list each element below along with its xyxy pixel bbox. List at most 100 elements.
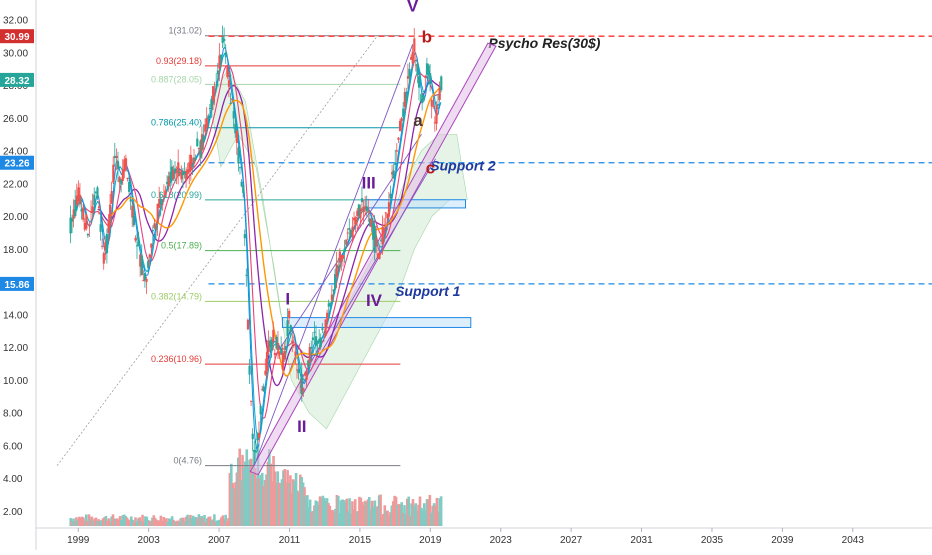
volume-bar [413, 505, 416, 526]
volume-bar [260, 472, 264, 526]
candle-body [207, 115, 210, 120]
candle-body [174, 168, 177, 173]
candle-body [345, 239, 348, 245]
wave-label: III [362, 173, 376, 192]
candle-body [71, 218, 74, 222]
candle-body [107, 220, 110, 234]
candle-body [438, 87, 441, 100]
volume-bar [165, 518, 168, 526]
candle-body [205, 117, 208, 128]
volume-bar [366, 499, 370, 526]
volume-bar [241, 454, 244, 526]
volume-bar [252, 449, 256, 526]
volume-bar [234, 482, 237, 526]
fib-level-label: 0.786(25.40) [151, 118, 202, 128]
candle-body [414, 64, 418, 66]
candle-body [269, 340, 272, 348]
candle-body [398, 120, 402, 132]
candle-body [402, 108, 405, 117]
candle-body [349, 229, 353, 236]
candle-body [210, 98, 213, 108]
level-label: Support 1 [395, 283, 461, 299]
volume-bar [427, 499, 430, 526]
volume-bar [127, 519, 130, 526]
volume-bar [151, 517, 154, 526]
price-tag-box [0, 155, 34, 170]
x-tick-label: 2011 [279, 535, 301, 546]
candle-body [110, 191, 113, 204]
volume-bar [201, 517, 205, 526]
price-tag-box [0, 29, 34, 44]
candle-body [416, 63, 419, 76]
volume-bar [69, 518, 73, 526]
volume-bar [303, 487, 306, 526]
candle-body [440, 76, 443, 91]
volume-bar [417, 504, 420, 526]
candle-body [94, 191, 97, 193]
candle-body [346, 232, 349, 234]
volume-bar [263, 480, 267, 526]
candle-body [240, 181, 243, 187]
volume-bar [341, 499, 344, 526]
volume-bar [73, 521, 77, 526]
volume-bar [370, 500, 374, 526]
y-tick-label: 8.00 [3, 409, 23, 420]
candle-body [330, 294, 334, 301]
candle-body [82, 207, 85, 220]
candle-body [156, 203, 159, 223]
volume-bar [135, 521, 139, 526]
volume-bar [211, 519, 215, 526]
volume-bar [218, 519, 222, 526]
price-tags: 30.99 28.32 23.26 15.86 [0, 29, 34, 291]
fibonacci-retracement: 1(31.02) 0.93(29.18) 0.887(28.05) 0.786(25.… [56, 26, 401, 467]
zone-box [364, 199, 467, 209]
volume-bar [384, 510, 388, 526]
volume-bar [196, 518, 199, 526]
volume-bar [387, 515, 391, 526]
candle-body [403, 92, 406, 107]
volume-bar [237, 457, 240, 526]
candle-body [391, 172, 394, 175]
volume-bar [215, 520, 219, 526]
price-tag-box [0, 72, 34, 87]
volume-bar [124, 516, 127, 526]
candle-body [337, 265, 340, 269]
volume-bar [200, 515, 204, 526]
candle-body [128, 181, 131, 192]
volume-bar [328, 505, 332, 526]
candle-body [180, 170, 183, 180]
volume-bar [307, 507, 311, 526]
volume-bar [298, 474, 302, 526]
volume-bar [189, 514, 192, 526]
volume-bar [87, 514, 91, 526]
volume-bar [159, 515, 163, 526]
volume-bar [90, 516, 94, 526]
x-tick-label: 2019 [419, 535, 442, 546]
volume-bar [111, 514, 115, 526]
volume-bar [286, 470, 289, 526]
candle-body [166, 181, 169, 184]
candle-body [419, 100, 422, 102]
x-tick-label: 2027 [560, 535, 583, 546]
candle-body [186, 169, 189, 174]
volume-bar [89, 518, 92, 526]
candle-body [275, 336, 278, 349]
candle-body [321, 328, 324, 331]
candle-body [199, 140, 202, 158]
volume-bars [69, 444, 443, 526]
volume-bar [168, 518, 171, 526]
candle-body [96, 187, 99, 199]
candle-body [410, 57, 413, 60]
volume-bar [352, 509, 356, 526]
volume-bar [318, 496, 322, 526]
candle-body [109, 204, 112, 226]
candle-body [97, 206, 101, 208]
candle-body [158, 198, 161, 208]
volume-bar [383, 505, 387, 526]
volume-bar [300, 477, 303, 526]
x-tick-label: 2015 [349, 535, 372, 546]
candle-body [276, 342, 280, 351]
volume-bar [386, 510, 389, 526]
candle-body [151, 230, 155, 232]
